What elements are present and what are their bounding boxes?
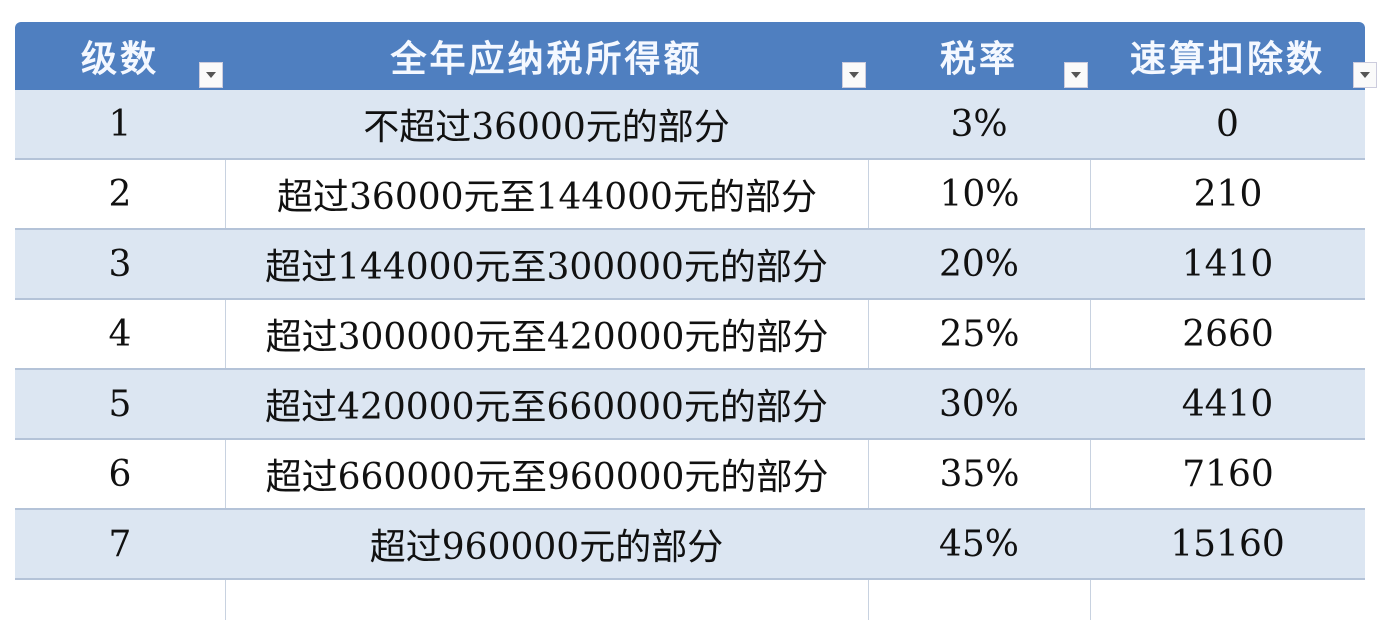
table-row: 2 超过36000元至144000元的部分 10% 210 xyxy=(15,160,1365,230)
cell-rate[interactable]: 20% xyxy=(938,243,1019,285)
filter-dropdown-icon[interactable] xyxy=(1353,62,1377,88)
cell-rate[interactable]: 10% xyxy=(868,160,1090,228)
cell-deduction[interactable]: 1410 xyxy=(1181,243,1274,285)
cell-income[interactable]: 不超过36000元的部分 xyxy=(363,107,730,148)
cell-income[interactable]: 超过36000元至144000元的部分 xyxy=(225,160,868,228)
cell-deduction[interactable]: 2660 xyxy=(1090,300,1365,368)
cell-level[interactable]: 3 xyxy=(108,243,132,285)
cell-level[interactable]: 7 xyxy=(108,523,132,565)
empty-row xyxy=(15,580,1365,620)
cell-rate[interactable]: 45% xyxy=(938,523,1019,565)
cell-rate[interactable]: 25% xyxy=(868,300,1090,368)
cell-deduction[interactable]: 4410 xyxy=(1181,383,1274,425)
table-row: 7 超过960000元的部分 45% 15160 xyxy=(15,510,1365,580)
cell-income[interactable]: 超过960000元的部分 xyxy=(369,527,724,568)
cell-income[interactable]: 超过660000元至960000元的部分 xyxy=(225,440,868,508)
cell-level[interactable]: 1 xyxy=(108,103,132,145)
cell-deduction[interactable]: 15160 xyxy=(1170,523,1285,565)
empty-cell[interactable] xyxy=(225,580,868,620)
cell-income[interactable]: 超过144000元至300000元的部分 xyxy=(265,247,828,288)
tax-rate-table: 级数 全年应纳税所得额 税率 速算扣除数 1 不超过36000元的部分 3% 0 2 超过… xyxy=(15,22,1377,620)
filter-dropdown-icon[interactable] xyxy=(1064,62,1088,88)
cell-deduction[interactable]: 7160 xyxy=(1090,440,1365,508)
header-label: 全年应纳税所得额 xyxy=(390,39,703,80)
cell-level[interactable]: 4 xyxy=(108,313,132,355)
header-row: 级数 全年应纳税所得额 税率 速算扣除数 xyxy=(15,22,1377,90)
filter-dropdown-icon[interactable] xyxy=(842,62,866,88)
cell-level[interactable]: 5 xyxy=(108,383,132,425)
cell-deduction[interactable]: 210 xyxy=(1090,160,1365,228)
table-row: 6 超过660000元至960000元的部分 35% 7160 xyxy=(15,440,1365,510)
cell-level[interactable]: 2 xyxy=(108,173,132,215)
header-level: 级数 xyxy=(15,22,225,90)
cell-deduction[interactable]: 0 xyxy=(1216,103,1239,145)
cell-rate[interactable]: 30% xyxy=(938,383,1019,425)
table-row: 5 超过420000元至660000元的部分 30% 4410 xyxy=(15,370,1365,440)
table-row: 3 超过144000元至300000元的部分 20% 1410 xyxy=(15,230,1365,300)
cell-level[interactable]: 6 xyxy=(108,453,132,495)
empty-cell[interactable] xyxy=(1090,580,1365,620)
header-label: 税率 xyxy=(939,39,1018,80)
table-row: 1 不超过36000元的部分 3% 0 xyxy=(15,90,1365,160)
header-label: 级数 xyxy=(80,39,159,80)
header-label: 速算扣除数 xyxy=(1129,39,1325,80)
cell-rate[interactable]: 3% xyxy=(950,103,1008,145)
cell-income[interactable]: 超过420000元至660000元的部分 xyxy=(265,387,828,428)
table-row: 4 超过300000元至420000元的部分 25% 2660 xyxy=(15,300,1365,370)
filter-dropdown-icon[interactable] xyxy=(199,62,223,88)
cell-rate[interactable]: 35% xyxy=(868,440,1090,508)
empty-cell[interactable] xyxy=(15,580,225,620)
header-income: 全年应纳税所得额 xyxy=(225,22,868,90)
header-deduction: 速算扣除数 xyxy=(1090,22,1377,90)
cell-income[interactable]: 超过300000元至420000元的部分 xyxy=(225,300,868,368)
empty-cell[interactable] xyxy=(868,580,1090,620)
header-rate: 税率 xyxy=(868,22,1090,90)
